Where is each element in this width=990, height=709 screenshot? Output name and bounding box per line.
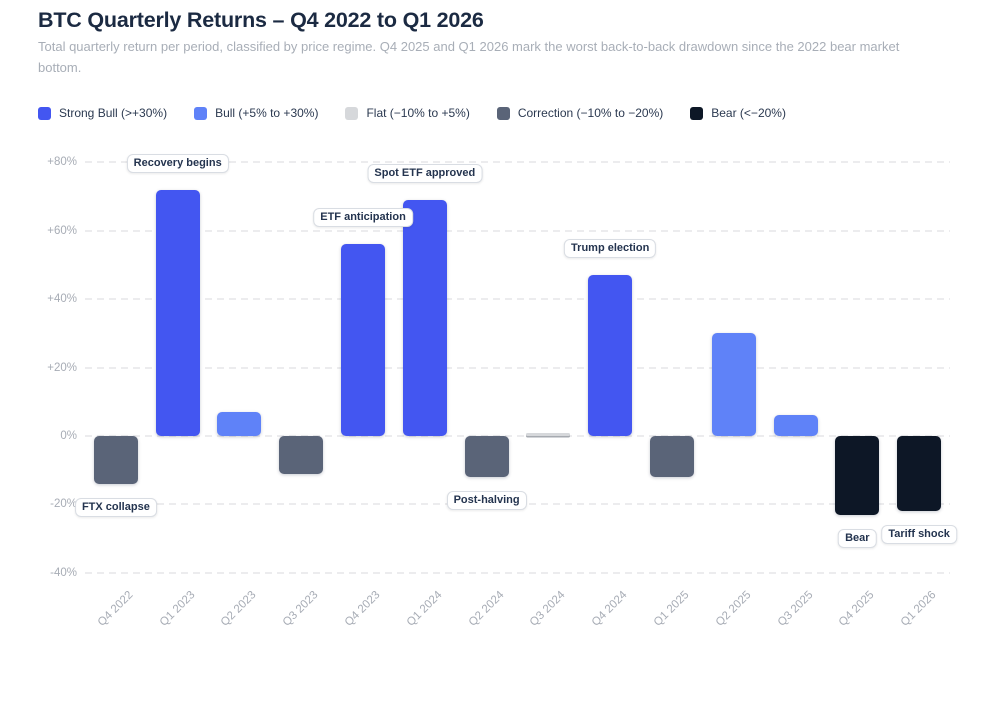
y-axis-tick-label: -20%	[50, 498, 77, 511]
legend-label: Strong Bull (>+30%)	[59, 106, 168, 120]
annotation-trump-election: Trump election	[564, 239, 657, 259]
legend-swatch-flat	[345, 106, 359, 120]
bar-q4-2023	[341, 244, 386, 436]
legend: Strong Bull (>+30%) Bull (+5% to +30%) Fla…	[38, 105, 786, 121]
annotation-recovery-begins: Recovery begins	[126, 153, 229, 173]
gridline-20	[85, 366, 950, 369]
annotation-spot-etf-approved: Spot ETF approved	[367, 163, 483, 183]
legend-label: Bear (<−20%)	[711, 106, 786, 120]
bar-q1-2026	[897, 436, 942, 512]
bar-q2-2023	[217, 412, 262, 436]
bar-q1-2025	[649, 436, 694, 478]
legend-item-flat: Flat (−10% to +5%)	[345, 106, 470, 120]
legend-item-correction: Correction (−10% to −20%)	[496, 106, 664, 120]
y-axis-tick-label: 0%	[60, 430, 77, 442]
y-axis-tick-label: +40%	[47, 293, 77, 306]
bar-q4-2024	[588, 275, 633, 436]
bar-q3-2024	[526, 432, 571, 436]
annotation-etf-anticipation: ETF anticipation	[313, 208, 413, 228]
gridline-40	[85, 298, 950, 301]
annotation-bear: Bear	[838, 528, 877, 548]
y-axis-tick-label: +80%	[47, 156, 77, 169]
legend-label: Bull (+5% to +30%)	[215, 106, 319, 120]
bar-q3-2025	[773, 415, 818, 436]
y-axis-tick-label: +20%	[47, 361, 77, 374]
bar-q2-2024	[464, 436, 509, 478]
y-axis-tick-label: +60%	[47, 224, 77, 237]
legend-swatch-correction	[496, 106, 510, 120]
gridline-0	[85, 435, 950, 437]
bar-q4-2022	[93, 436, 138, 484]
bar-q3-2023	[279, 436, 324, 474]
legend-swatch-bull	[194, 106, 208, 120]
bar-q1-2023	[155, 189, 200, 436]
bar-q1-2024	[402, 199, 447, 436]
gridline-40	[85, 571, 950, 574]
legend-swatch-bear	[690, 106, 704, 120]
legend-swatch-strong_bull	[38, 106, 51, 120]
legend-item-strong-bull: Strong Bull (>+30%)	[38, 106, 167, 120]
legend-label: Flat (−10% to +5%)	[366, 106, 470, 120]
annotation-post-halving: Post-halving	[446, 491, 527, 511]
gridline-80	[85, 161, 950, 164]
x-axis-tick-label-q4-2022: Q4 2022	[95, 589, 136, 629]
annotation-ftx-collapse: FTX collapse	[74, 497, 157, 517]
annotation-tariff-shock: Tariff shock	[881, 525, 957, 545]
bar-q2-2025	[711, 333, 756, 436]
chart-title: BTC Quarterly Returns – Q4 2022 to Q1 20…	[38, 8, 484, 32]
legend-item-bear: Bear (<−20%)	[690, 106, 786, 120]
legend-item-bull: Bull (+5% to +30%)	[194, 106, 318, 120]
gridline-60	[85, 229, 950, 232]
bar-q4-2025	[835, 436, 880, 515]
chart-subtitle: Total quarterly return per period, class…	[38, 39, 900, 76]
y-axis-tick-label: -40%	[50, 566, 77, 579]
legend-label: Correction (−10% to −20%)	[517, 106, 664, 120]
